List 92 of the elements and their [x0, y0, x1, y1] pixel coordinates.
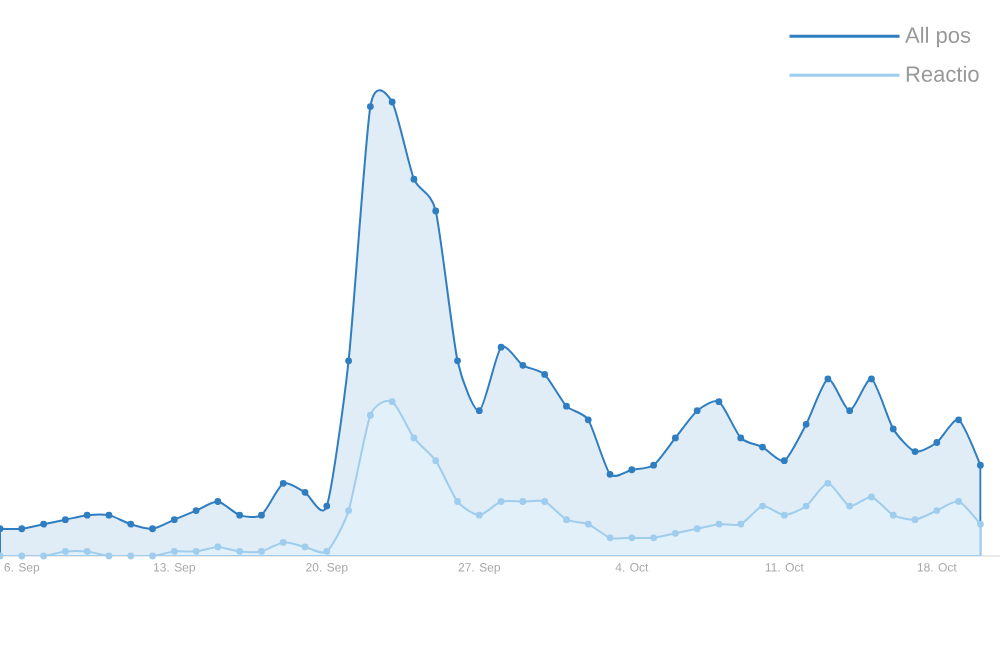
point: [824, 479, 832, 487]
point: [737, 520, 745, 528]
point: [170, 548, 178, 555]
point: [780, 511, 788, 519]
point: [61, 516, 69, 524]
point: [192, 507, 200, 514]
point: [802, 420, 810, 428]
point: [301, 489, 309, 496]
point: [606, 534, 614, 542]
point: [40, 552, 47, 560]
point: [933, 507, 941, 514]
point: [366, 103, 374, 110]
point: [214, 498, 222, 505]
point: [802, 502, 810, 510]
point: [323, 502, 331, 510]
point: [671, 529, 679, 537]
point: [475, 407, 483, 415]
point: [366, 411, 374, 419]
point: [40, 520, 47, 528]
point: [563, 516, 570, 524]
point: [955, 498, 963, 505]
point: [497, 343, 505, 351]
point: [388, 98, 396, 106]
point: [301, 543, 309, 551]
point: [693, 407, 701, 415]
point: [192, 548, 200, 555]
point: [105, 552, 113, 560]
point: [933, 439, 941, 446]
point: [170, 516, 178, 524]
point: [671, 434, 679, 442]
point: [279, 479, 287, 487]
point: [780, 457, 788, 465]
point: [432, 207, 440, 215]
point: [149, 525, 156, 533]
point: [955, 416, 963, 424]
point: [584, 520, 592, 528]
point: [497, 498, 505, 505]
point: [846, 502, 854, 510]
point: [410, 175, 418, 183]
point: [127, 552, 135, 560]
point: [759, 443, 766, 451]
point: [977, 461, 984, 469]
point: [519, 361, 527, 369]
point: [214, 543, 222, 551]
point: [911, 448, 919, 455]
point: [868, 375, 875, 383]
point: [911, 516, 919, 524]
point: [715, 398, 723, 406]
point: [410, 434, 418, 442]
point: [759, 502, 766, 510]
point: [236, 511, 244, 519]
point: [650, 461, 658, 469]
point: [432, 457, 440, 465]
point: [541, 498, 549, 505]
legend-label: Reactio: [906, 65, 979, 82]
point: [693, 525, 701, 533]
point: [846, 407, 854, 415]
point: [541, 371, 549, 378]
point: [889, 425, 897, 433]
point: [83, 511, 91, 519]
point: [236, 548, 244, 555]
point: [715, 520, 723, 528]
point: [650, 534, 658, 542]
point: [563, 402, 570, 410]
point: [279, 538, 287, 546]
point: [83, 548, 91, 555]
point: [824, 375, 832, 383]
point: [606, 470, 614, 478]
point: [105, 511, 113, 519]
point: [149, 552, 156, 560]
point: [475, 511, 483, 519]
point: [323, 548, 331, 555]
point: [454, 498, 461, 505]
point: [977, 520, 984, 528]
point: [454, 357, 461, 365]
point: [61, 548, 69, 555]
point: [388, 398, 396, 406]
point: [737, 434, 745, 442]
legend-label: All pos: [905, 26, 971, 48]
point: [519, 498, 527, 505]
point: [889, 511, 897, 519]
point: [345, 507, 352, 514]
point: [628, 466, 636, 474]
point: [258, 548, 265, 555]
point: [258, 511, 265, 519]
point: [345, 357, 352, 365]
point: [868, 493, 875, 501]
point: [584, 416, 592, 424]
point: [628, 534, 636, 542]
point: [18, 525, 26, 533]
point: [127, 520, 135, 528]
point: [18, 552, 26, 560]
